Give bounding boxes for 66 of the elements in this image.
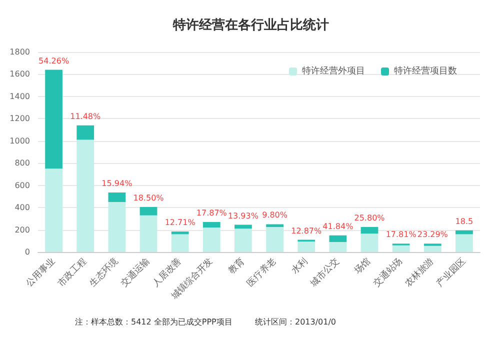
x-tick-label: 交通运输 bbox=[118, 256, 152, 289]
legend-label: 特许经营项目数 bbox=[394, 66, 457, 76]
annotation: 9.80% bbox=[262, 210, 288, 220]
annotation: 18.5 bbox=[455, 216, 474, 226]
bar bbox=[108, 192, 126, 202]
bar bbox=[456, 230, 473, 234]
bar bbox=[360, 234, 378, 252]
bar bbox=[140, 215, 158, 252]
bar bbox=[108, 202, 126, 252]
annotation: 17.87% bbox=[196, 208, 228, 218]
x-tick-label: 市政工程 bbox=[56, 256, 89, 289]
x-tick-label: 交通站场 bbox=[371, 256, 405, 289]
x-tick-label: 水利 bbox=[289, 256, 310, 276]
x-tick-label: 产业园区 bbox=[434, 256, 468, 289]
annotation: 13.93% bbox=[228, 211, 259, 220]
annotation: 18.50% bbox=[133, 194, 164, 202]
chart-title: 特许经营在各行业占比统计 bbox=[172, 17, 329, 33]
x-tick-label: 医疗养老 bbox=[245, 256, 278, 289]
x-tick-label: 教育 bbox=[226, 256, 247, 276]
bar bbox=[329, 235, 347, 242]
annotation: 15.94% bbox=[102, 179, 133, 188]
y-tick-label: 600 bbox=[14, 180, 30, 190]
y-tick-label: 1800 bbox=[10, 48, 30, 56]
annotation: 12.71% bbox=[164, 218, 196, 227]
y-tick-label: 0 bbox=[24, 248, 30, 256]
x-tick-label: 场馆 bbox=[352, 256, 374, 277]
bar bbox=[329, 242, 347, 252]
x-tick-label: 公用事业 bbox=[24, 256, 58, 289]
annotation: 11.48% bbox=[70, 112, 101, 121]
y-tick-label: 1200 bbox=[10, 114, 30, 124]
annotation: 23.29% bbox=[417, 230, 448, 240]
bar bbox=[360, 227, 378, 234]
bar bbox=[45, 168, 62, 252]
annotation: 12.87% bbox=[291, 226, 322, 236]
bar bbox=[456, 234, 473, 252]
bar bbox=[76, 125, 94, 140]
annotation: 17.81% bbox=[386, 230, 417, 240]
annotation: 54.26% bbox=[38, 56, 70, 66]
y-tick-label: 200 bbox=[14, 225, 30, 234]
bar bbox=[76, 140, 94, 252]
bar bbox=[140, 207, 158, 216]
bar bbox=[171, 234, 189, 252]
bar bbox=[298, 241, 316, 252]
x-tick-label: 农林旅游 bbox=[402, 256, 436, 289]
bar bbox=[45, 70, 62, 169]
bar bbox=[392, 245, 410, 252]
bar bbox=[202, 222, 220, 228]
y-tick-label: 400 bbox=[14, 203, 30, 212]
bar bbox=[234, 228, 252, 252]
legend-label: 特许经营外项目 bbox=[302, 66, 365, 76]
y-tick-label: 1000 bbox=[10, 136, 30, 146]
text: 注：样本总数：5412 全部为已成交PPP项目 bbox=[75, 318, 232, 326]
annotation: 25.80% bbox=[354, 214, 386, 222]
text: 统计区间：2013/01/0 bbox=[255, 318, 336, 326]
x-tick-label: 城市公交 bbox=[308, 256, 342, 290]
bar bbox=[202, 228, 220, 252]
bar bbox=[424, 246, 442, 252]
y-tick-label: 1400 bbox=[10, 92, 30, 101]
bar bbox=[266, 227, 284, 252]
annotation: 41.84% bbox=[322, 222, 354, 231]
bar bbox=[266, 224, 284, 227]
bar bbox=[171, 231, 189, 234]
x-tick-label: 生态环境 bbox=[87, 256, 120, 289]
y-tick-label: 800 bbox=[14, 158, 30, 168]
bar bbox=[234, 224, 252, 229]
y-tick-label: 1600 bbox=[10, 70, 30, 79]
